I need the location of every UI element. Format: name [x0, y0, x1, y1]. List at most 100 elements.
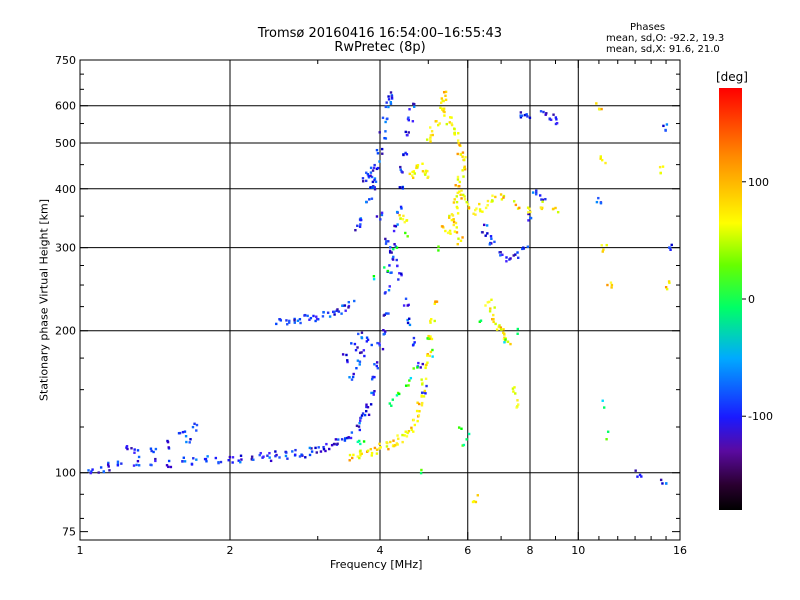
data-point [399, 165, 402, 169]
data-point [344, 309, 347, 312]
data-point [288, 319, 291, 323]
data-point [402, 153, 405, 157]
data-point [306, 314, 309, 318]
data-point [408, 379, 411, 382]
data-point [371, 180, 375, 184]
data-point [458, 143, 461, 147]
data-point [400, 207, 403, 210]
data-point [300, 453, 303, 456]
data-point [361, 412, 365, 415]
data-point [434, 300, 437, 304]
data-point [406, 134, 409, 137]
data-point [526, 115, 529, 118]
data-point [554, 116, 558, 119]
data-point [367, 174, 370, 178]
data-point [334, 438, 338, 441]
data-point [447, 216, 451, 219]
data-point [296, 319, 300, 322]
data-point [419, 471, 423, 475]
data-point [321, 315, 325, 318]
data-point [383, 266, 386, 269]
data-point [398, 186, 402, 189]
data-point [294, 448, 297, 452]
data-point [439, 101, 443, 104]
data-point [665, 482, 668, 485]
data-point [527, 219, 530, 222]
data-point [545, 112, 548, 115]
data-point [299, 321, 302, 325]
y-tick-label: 600 [55, 100, 76, 113]
data-point [370, 197, 374, 200]
data-point [181, 430, 185, 434]
data-point [449, 232, 452, 235]
data-point [322, 445, 325, 449]
data-point [393, 224, 396, 228]
data-point [522, 246, 525, 249]
data-point [353, 342, 357, 346]
data-point [401, 433, 404, 437]
data-point [595, 200, 599, 204]
data-point [411, 120, 415, 123]
data-point [493, 306, 496, 309]
data-point [372, 275, 376, 278]
data-point [369, 186, 373, 189]
data-point [605, 438, 608, 441]
phase-stats-o: mean, sd,O: -92.2, 19.3 [606, 33, 725, 44]
data-point [474, 500, 478, 504]
data-point [286, 457, 289, 460]
data-point [361, 180, 365, 183]
data-point [422, 395, 426, 398]
data-point [406, 318, 409, 322]
data-point [287, 321, 291, 324]
data-point [540, 198, 543, 201]
data-point [457, 141, 460, 145]
axes: 1 2 4 6 8 10 16 75 100 200 300 400 500 600 750 [55, 54, 687, 557]
data-point [294, 453, 297, 456]
data-point [442, 109, 445, 113]
data-point [370, 451, 374, 455]
data-point [454, 221, 458, 225]
data-point [358, 360, 362, 363]
data-point [373, 446, 377, 450]
data-point [310, 450, 314, 453]
data-point [411, 344, 415, 347]
data-point [421, 383, 424, 386]
data-point [368, 198, 371, 201]
data-point [463, 166, 466, 170]
data-point [404, 297, 408, 300]
data-point [395, 246, 399, 249]
data-point [378, 342, 381, 345]
data-point [358, 456, 361, 460]
data-point [293, 321, 296, 324]
data-point [430, 337, 434, 341]
data-point [493, 240, 496, 244]
data-point [462, 193, 465, 197]
data-point [604, 161, 607, 165]
data-point [486, 204, 489, 207]
data-point [417, 402, 421, 406]
data-point [384, 120, 387, 124]
data-point [528, 116, 532, 119]
data-point [404, 231, 407, 235]
data-point [430, 318, 433, 321]
data-point [387, 105, 390, 109]
data-point [358, 225, 362, 228]
data-point [330, 443, 334, 447]
data-point [392, 229, 396, 233]
data-point [463, 165, 466, 168]
data-point [390, 97, 394, 100]
data-point [506, 340, 510, 343]
data-point [398, 272, 401, 275]
data-point [116, 464, 120, 467]
y-tick-label: 100 [55, 467, 76, 480]
data-point [528, 207, 531, 210]
data-point [448, 214, 451, 218]
data-point [552, 113, 555, 116]
data-point [365, 200, 368, 204]
data-point [458, 185, 461, 188]
data-point [426, 176, 429, 180]
data-point [378, 160, 381, 163]
data-point [401, 186, 404, 189]
data-point [448, 121, 451, 124]
data-point [252, 458, 255, 461]
